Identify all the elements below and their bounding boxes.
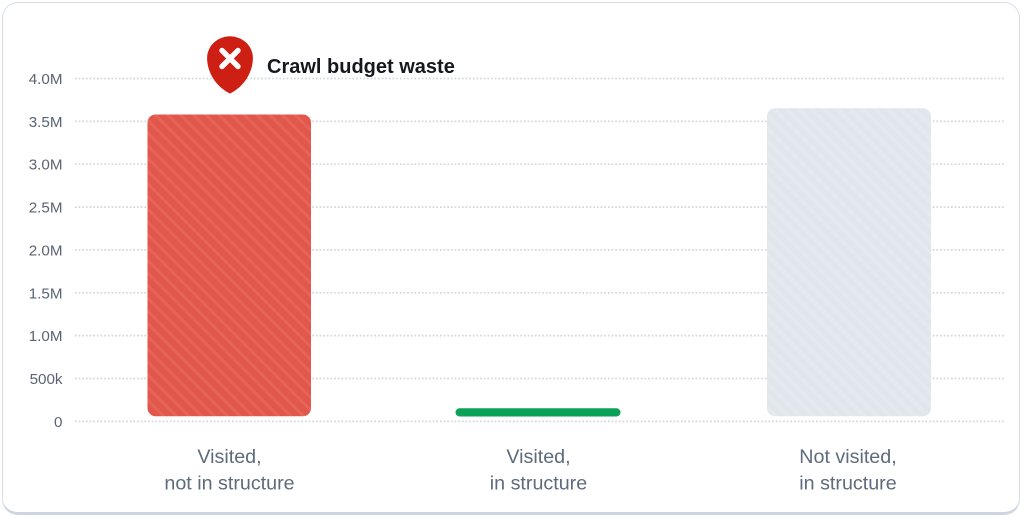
svg-text:3.5M: 3.5M: [29, 114, 63, 131]
svg-text:1.0M: 1.0M: [29, 328, 63, 345]
svg-text:in structure: in structure: [490, 473, 587, 495]
svg-text:0: 0: [54, 414, 62, 431]
svg-text:Not visited,: Not visited,: [799, 446, 896, 468]
svg-text:Visited,: Visited,: [197, 446, 261, 468]
svg-text:2.0M: 2.0M: [29, 242, 63, 259]
svg-text:1.5M: 1.5M: [29, 285, 63, 302]
svg-text:Visited,: Visited,: [506, 446, 570, 468]
svg-text:500k: 500k: [30, 371, 63, 388]
svg-text:2.5M: 2.5M: [29, 200, 63, 217]
svg-text:3.0M: 3.0M: [29, 157, 63, 174]
svg-text:Crawl budget waste: Crawl budget waste: [267, 56, 455, 78]
svg-text:in structure: in structure: [799, 473, 896, 495]
svg-text:4.0M: 4.0M: [29, 71, 63, 88]
svg-text:not in structure: not in structure: [164, 473, 294, 495]
